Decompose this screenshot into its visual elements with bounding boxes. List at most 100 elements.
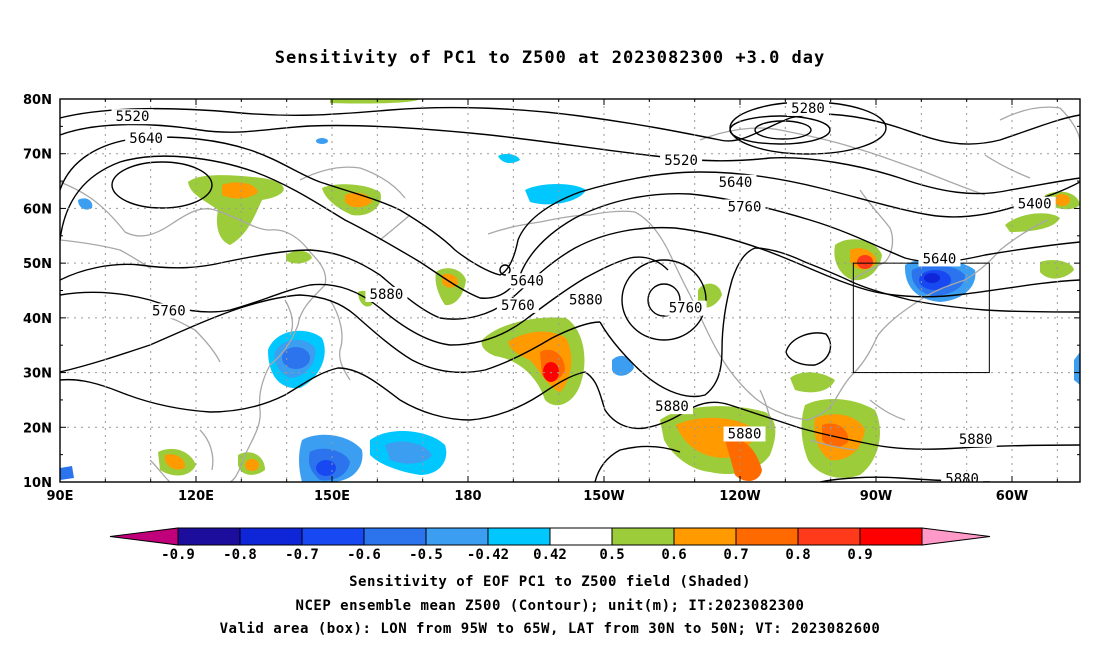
negative-patch	[316, 460, 336, 476]
lat-label: 30N	[23, 367, 52, 382]
contour-label-bg	[918, 251, 961, 267]
contour-label: 5760	[728, 199, 762, 215]
sensitivity-shading	[60, 99, 1080, 482]
colorbar-swatch	[673, 527, 737, 546]
positive-patch	[245, 459, 259, 471]
colorbar-label: 0.42	[533, 547, 567, 563]
colorbar-upper-arrow	[921, 527, 991, 546]
colorbar: -0.9 -0.8 -0.7 -0.6 -0.5 -0.42 0.42 0.5 0.6 0.7 0.…	[109, 527, 991, 563]
contour-label-bg	[147, 303, 190, 319]
lon-label: 120E	[178, 489, 214, 504]
lon-label: 60W	[996, 489, 1028, 504]
contour-label: 5640	[129, 131, 163, 147]
positive-patch	[188, 175, 284, 245]
gridlines	[60, 99, 1080, 482]
contour-label-bg	[787, 100, 829, 116]
contour-label: 5880	[655, 399, 689, 415]
map-title: Sensitivity of PC1 to Z500 at 2023082300…	[274, 48, 826, 68]
lat-label: 40N	[23, 312, 52, 327]
positive-patch	[725, 438, 762, 482]
colorbar-label: -0.5	[409, 547, 443, 563]
colorbar-label: -0.42	[467, 547, 509, 563]
negative-patch	[525, 184, 586, 205]
negative-patch	[1074, 352, 1080, 385]
colorbar-label: 0.5	[599, 547, 624, 563]
contour-label: 5280	[791, 101, 825, 117]
positive-patch	[286, 250, 312, 264]
positive-patch	[222, 182, 258, 199]
colorbar-label: 0.9	[847, 547, 872, 563]
axis-ticks	[59, 98, 1080, 483]
lon-label: 150W	[583, 489, 624, 504]
lat-label: 60N	[23, 202, 52, 217]
contour-label: 5640	[510, 273, 544, 289]
contour-label-bg	[660, 152, 703, 168]
longitude-labels: 90E 120E 150E 180 150W 120W 90W 60W	[47, 489, 1029, 504]
colorbar-label: -0.7	[285, 547, 319, 563]
colorbar-swatch	[735, 527, 799, 546]
colorbar-swatch	[301, 527, 365, 546]
contour-label-bg	[651, 399, 693, 415]
contour-label-bg	[664, 300, 707, 316]
caption-shaded: Sensitivity of EOF PC1 to Z500 field (Sh…	[349, 574, 751, 590]
colorbar-lower-arrow	[109, 527, 179, 546]
lon-label: 90E	[47, 489, 74, 504]
contour-label-bg	[723, 199, 766, 215]
colorbar-label: -0.8	[223, 547, 257, 563]
contour-label-bg	[954, 431, 997, 447]
lon-label: 120W	[719, 489, 760, 504]
contour-label: 5760	[669, 301, 703, 317]
lon-label: 150E	[314, 489, 350, 504]
lat-label: 10N	[23, 476, 52, 491]
positive-patch	[1040, 260, 1074, 279]
contour-label-bg	[365, 286, 408, 302]
contour-label: 5520	[116, 109, 150, 125]
colorbar-label: -0.9	[161, 547, 195, 563]
contour-label: 5880	[959, 432, 993, 448]
positive-patch	[857, 255, 873, 269]
colorbar-swatch	[239, 527, 303, 546]
contour-label-bg	[941, 471, 984, 482]
colorbar-swatch	[859, 527, 923, 546]
colorbar-label: 0.8	[785, 547, 810, 563]
negative-patch	[612, 355, 634, 376]
lon-label: 90W	[860, 489, 892, 504]
positive-patch	[790, 372, 835, 393]
colorbar-swatch	[425, 527, 489, 546]
lat-label: 80N	[23, 93, 52, 108]
colorbar-swatch	[363, 527, 427, 546]
caption-contour: NCEP ensemble mean Z500 (Contour); unit(…	[295, 598, 805, 614]
colorbar-label: -0.6	[347, 547, 381, 563]
colorbar-swatch	[611, 527, 675, 546]
contour-label-bg	[505, 273, 548, 289]
contour-label: 5880	[728, 426, 762, 442]
colorbar-swatch	[797, 527, 861, 546]
positive-patch	[822, 423, 849, 448]
lat-label: 50N	[23, 257, 52, 272]
colorbar-swatch	[549, 527, 613, 546]
contour-label: 5520	[664, 153, 698, 169]
colorbar-swatch	[177, 527, 241, 546]
contour-label-bg	[111, 109, 154, 125]
contour-label: 5400	[1018, 197, 1052, 213]
colorbar-label: 0.7	[723, 547, 748, 563]
contour-label: 5640	[719, 175, 753, 191]
negative-patch	[282, 347, 310, 369]
colorbar-label: 0.6	[661, 547, 686, 563]
latitude-labels: 80N 70N 60N 50N 40N 30N 20N 10N	[23, 93, 52, 491]
positive-patch	[330, 99, 420, 104]
negative-patch	[78, 198, 93, 210]
contour-label: 5640	[923, 251, 957, 267]
positive-patch	[165, 454, 186, 470]
contour-label: 5880	[370, 287, 404, 303]
positive-patch	[543, 362, 559, 382]
negative-patch	[498, 153, 520, 164]
contour-label: 5760	[501, 298, 535, 314]
positive-patch	[1054, 194, 1070, 206]
contour-label-bg	[496, 297, 539, 313]
contour-label: 5880	[945, 471, 979, 487]
contour-label-bg	[1013, 196, 1056, 212]
contour-label-bg	[125, 131, 168, 147]
caption-valid-area: Valid area (box): LON from 95W to 65W, L…	[219, 621, 881, 637]
